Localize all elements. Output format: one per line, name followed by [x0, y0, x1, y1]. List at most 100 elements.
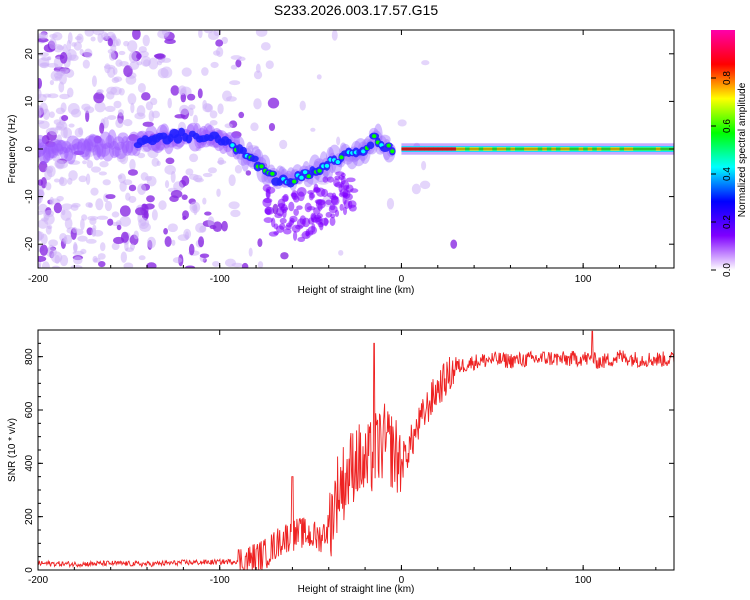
noise-blob — [120, 251, 128, 263]
ridge-halo — [63, 147, 74, 162]
ridge-core — [366, 141, 375, 150]
ridge-peak — [390, 149, 395, 154]
noise-blob — [44, 209, 55, 218]
noise-blob — [336, 136, 341, 146]
ridge-halo — [66, 135, 80, 151]
ridge-tail — [322, 176, 329, 183]
noise-blob — [93, 257, 101, 263]
ridge-halo — [88, 134, 102, 148]
ridge-peak — [335, 160, 341, 165]
noise-blob — [181, 175, 190, 186]
ridge-tail — [262, 197, 272, 208]
ridge-peak — [302, 170, 308, 175]
y-tick-label: -10 — [24, 189, 35, 204]
ridge-tail — [292, 230, 298, 241]
noise-blob — [61, 114, 69, 122]
noise-blob — [151, 110, 160, 119]
noise-blob — [123, 65, 133, 77]
noise-blob — [153, 53, 165, 59]
noise-blob — [137, 152, 146, 159]
noise-blob — [130, 102, 135, 114]
noise-blob — [59, 233, 67, 242]
noise-blob — [140, 219, 147, 227]
noise-blob — [189, 153, 199, 163]
ridge-halo — [84, 135, 97, 152]
noise-blob — [38, 147, 46, 157]
noise-blob — [112, 67, 118, 75]
ridge-halo — [128, 131, 140, 145]
noise-blob — [141, 203, 147, 212]
noise-blob — [113, 236, 125, 245]
noise-blob — [38, 77, 43, 89]
ridge-tail — [333, 178, 340, 187]
ridge-halo — [61, 140, 72, 154]
noise-blob — [204, 30, 213, 34]
noise-blob — [49, 79, 55, 86]
noise-blob — [157, 30, 169, 39]
chart-title: S233.2026.003.17.57.G15 — [274, 2, 438, 18]
spectrogram-x-label: Height of straight line (km) — [298, 285, 415, 296]
ridge-halo — [38, 144, 51, 165]
noise-blob — [117, 109, 124, 117]
noise-blob — [38, 52, 49, 57]
noise-blob — [216, 188, 221, 197]
noise-blob — [49, 111, 55, 118]
noise-blob — [310, 127, 316, 132]
colorbar-gradient — [711, 30, 735, 270]
noise-blob — [48, 37, 57, 50]
noise-blob — [60, 209, 72, 221]
colorbar: 0.0 0.2 0.4 0.6 0.8 Normalized spectral ampl… — [711, 30, 748, 277]
noise-blob — [129, 159, 136, 171]
noise-blob — [39, 244, 48, 256]
noise-blob — [238, 111, 245, 119]
ridge-tail — [271, 217, 276, 228]
ridge-peak — [299, 175, 304, 180]
ridge-tail — [274, 213, 283, 219]
noise-blob — [45, 166, 54, 174]
noise-blob — [161, 57, 172, 63]
noise-blob — [136, 53, 142, 60]
noise-blob — [146, 262, 157, 268]
noise-blob — [89, 217, 97, 226]
noise-blob — [204, 103, 214, 113]
ridge-halo — [94, 136, 104, 158]
noise-blob — [128, 134, 138, 142]
noise-blob — [253, 70, 263, 80]
ridge-peak — [324, 163, 330, 168]
noise-blob — [109, 51, 116, 61]
ridge-tail — [306, 206, 316, 211]
noise-blob — [107, 38, 113, 47]
ridge-tail — [273, 230, 279, 236]
x-tick-label: 0 — [399, 274, 405, 285]
noise-blob — [187, 93, 196, 101]
noise-blob — [83, 48, 93, 59]
noise-blob — [202, 172, 213, 178]
y-tick-label: 200 — [24, 508, 35, 525]
snr-panel: -200 -100 0 100 0 200 400 600 800 Height of str… — [7, 329, 675, 595]
noise-blob — [39, 62, 50, 67]
noise-blob — [180, 93, 187, 103]
snr-x-axis: -200 -100 0 100 — [28, 330, 657, 586]
noise-blob — [167, 97, 172, 109]
noise-blob — [49, 148, 62, 155]
noise-blob — [97, 253, 106, 260]
noise-blob — [217, 159, 227, 165]
colorbar-label: Normalized spectral amplitude — [737, 82, 748, 217]
noise-blob — [38, 105, 45, 116]
noise-blob — [85, 173, 91, 185]
noise-blob — [184, 265, 196, 268]
noise-blob — [195, 146, 202, 152]
noise-blob — [123, 119, 133, 127]
noise-blob — [42, 93, 52, 98]
noise-blob — [158, 200, 167, 211]
noise-blob — [38, 210, 44, 216]
noise-blob — [60, 102, 67, 113]
ridge-halo — [70, 143, 80, 156]
noise-blob — [146, 236, 156, 249]
noise-blob — [68, 170, 78, 181]
noise-blob — [85, 202, 93, 208]
noise-blob — [450, 239, 458, 249]
noise-blob — [146, 195, 155, 203]
noise-blob — [217, 103, 224, 115]
